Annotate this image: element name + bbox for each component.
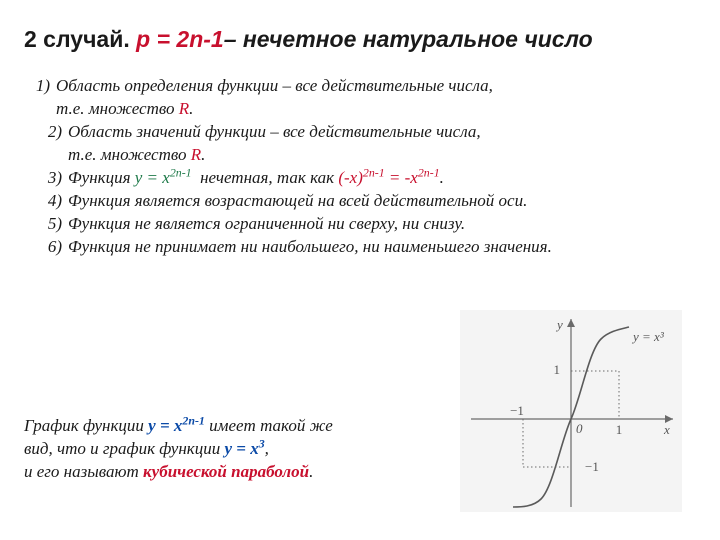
y-axis-arrow-icon	[567, 319, 575, 327]
properties-list: 1) Область определения функции – все дей…	[24, 75, 696, 259]
tick-label: −1	[510, 403, 524, 418]
y-axis-label: y	[555, 317, 563, 332]
item-number: 5)	[24, 213, 68, 236]
title-tail: – нечетное натуральное число	[224, 26, 593, 52]
title-formula: p = 2n-1	[136, 26, 224, 52]
graph-description: График функции y = x2n-1 имeeт такой же …	[24, 415, 424, 484]
item-number: 2)	[24, 121, 68, 144]
item-number: 6)	[24, 236, 68, 259]
graph-svg: 1 −1 1 −1 0 x y y = x³	[461, 311, 681, 511]
item-body: Область значений функции – все действите…	[68, 121, 696, 144]
list-item: 3) Функция y = x2n-1 нечетная, так как (…	[24, 167, 696, 190]
item-body: Функция y = x2n-1 нечетная, так как (-x)…	[68, 167, 696, 190]
item-number: 3)	[24, 167, 68, 190]
item-body: Функция не принимает ни наибольшего, ни …	[68, 236, 696, 259]
list-item: 6) Функция не принимает ни наибольшего, …	[24, 236, 696, 259]
list-item: 4) Функция является возрастающей на всей…	[24, 190, 696, 213]
item-continuation: т.е. множество R.	[56, 98, 696, 121]
slide-title: 2 случай. p = 2n-1– нечетное натуральное…	[24, 26, 696, 53]
item-continuation: т.е. множество R.	[68, 144, 696, 167]
item-body: Функция не является ограниченной ни свер…	[68, 213, 696, 236]
item-number: 4)	[24, 190, 68, 213]
list-item: 1) Область определения функции – все дей…	[24, 75, 696, 98]
item-body: Функция является возрастающей на всей де…	[68, 190, 696, 213]
x-axis-label: x	[663, 422, 670, 437]
graph: 1 −1 1 −1 0 x y y = x³	[460, 310, 682, 512]
tick-label: −1	[585, 459, 599, 474]
list-item: 2) Область значений функции – все действ…	[24, 121, 696, 144]
tick-label: 1	[616, 422, 623, 437]
case-label: 2 случай.	[24, 26, 130, 52]
origin-label: 0	[576, 421, 583, 436]
list-item: 5) Функция не является ограниченной ни с…	[24, 213, 696, 236]
item-number: 1)	[24, 75, 56, 98]
item-body: Область определения функции – все действ…	[56, 75, 696, 98]
tick-label: 1	[554, 362, 561, 377]
curve-label: y = x³	[631, 329, 665, 344]
